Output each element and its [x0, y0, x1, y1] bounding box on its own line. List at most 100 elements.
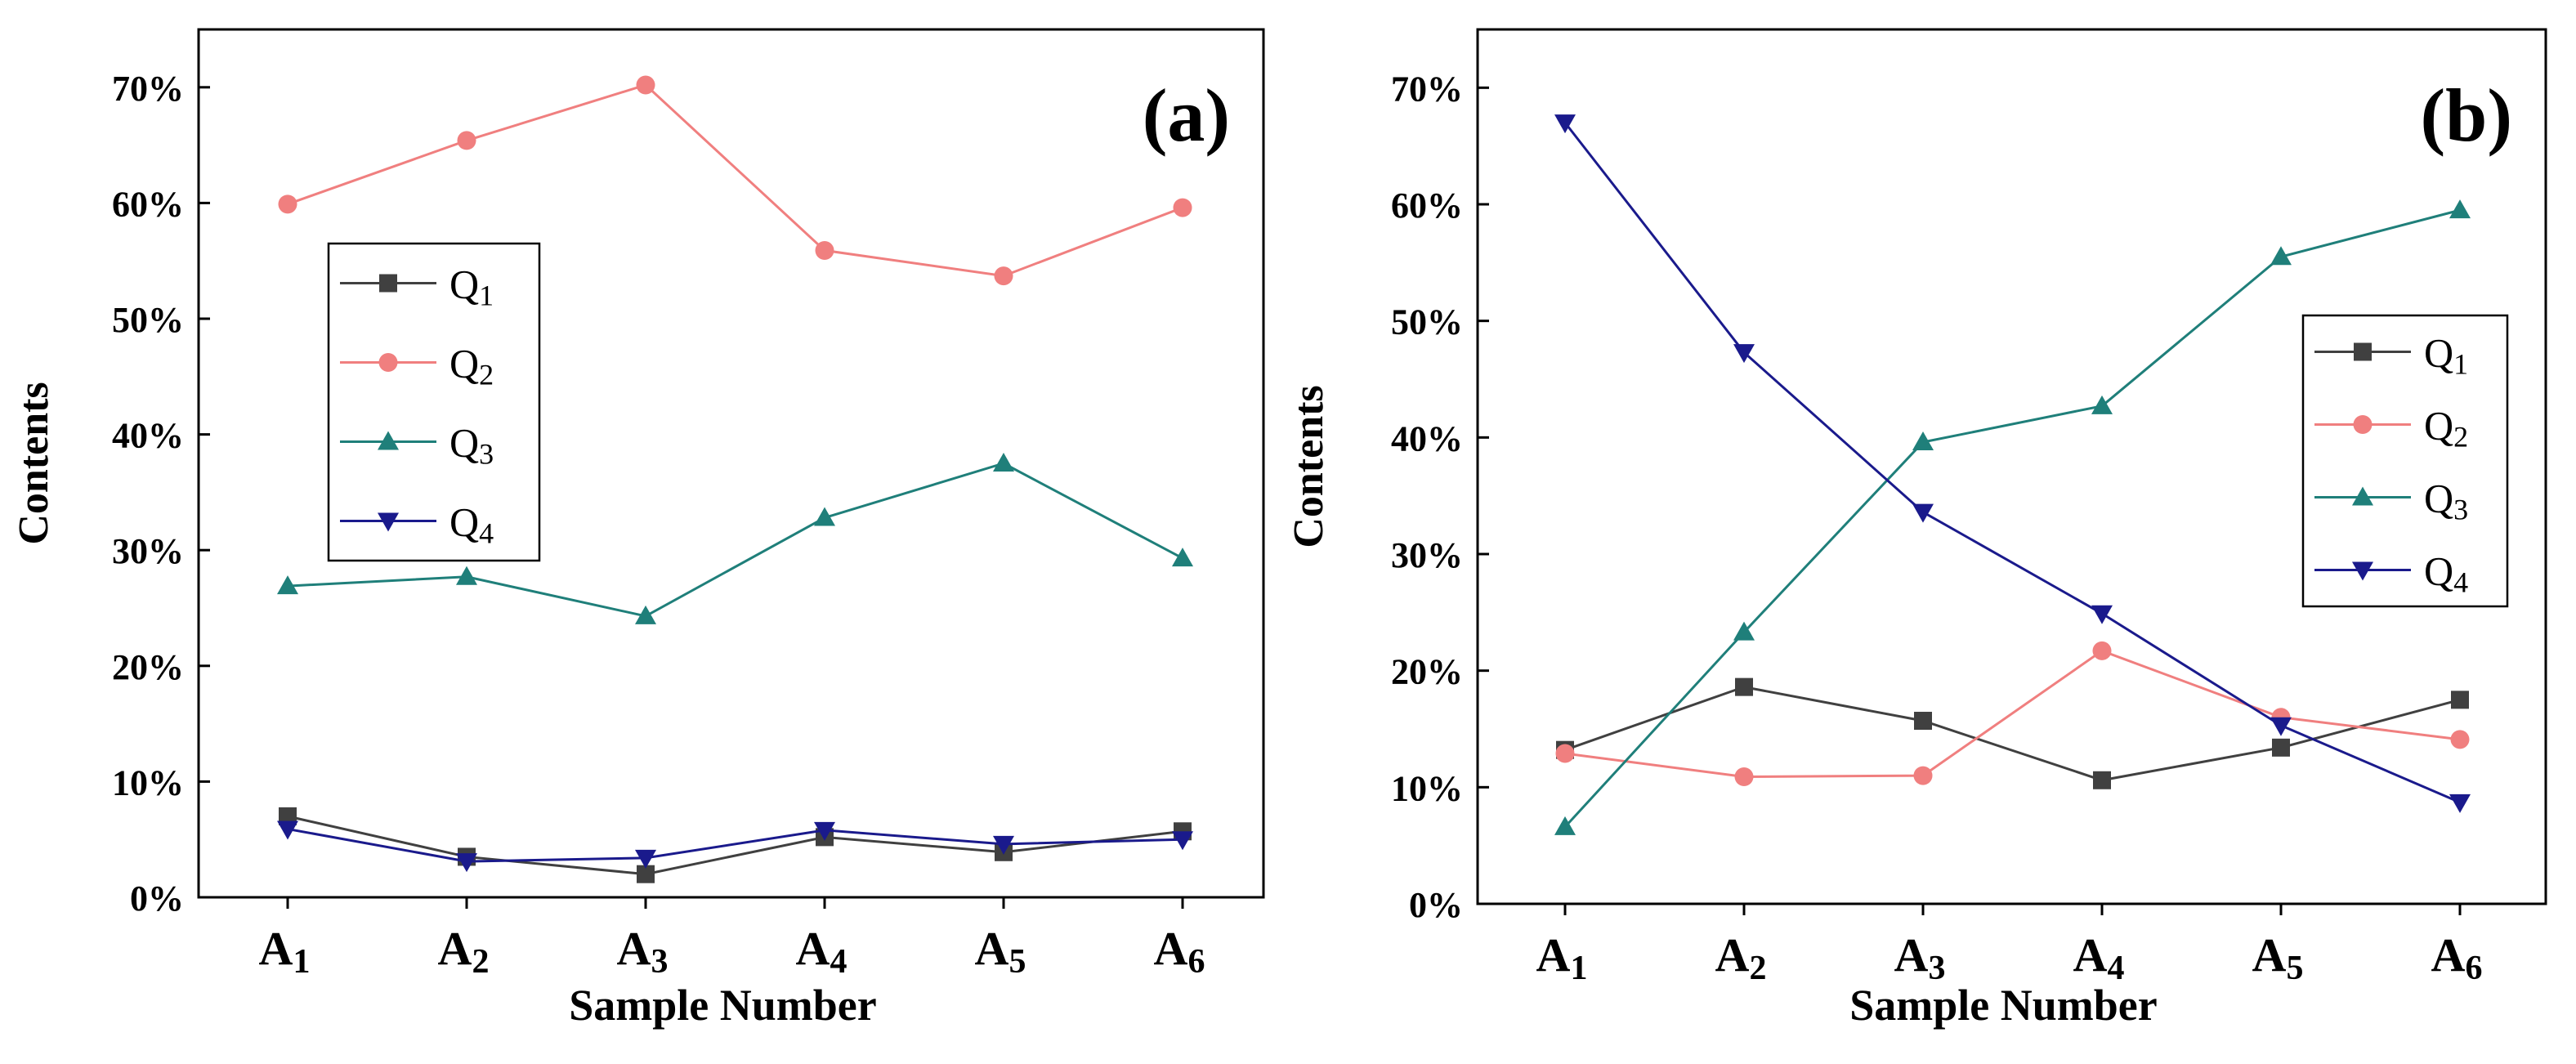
- data-point: [2092, 641, 2112, 660]
- legend-marker: [2354, 342, 2372, 361]
- data-point: [2091, 605, 2113, 624]
- y-tick-label: 40%: [1391, 418, 1463, 458]
- data-point: [1554, 816, 1576, 835]
- data-point: [2270, 717, 2292, 736]
- legend-label: Q1: [2424, 330, 2468, 381]
- legend-marker: [379, 274, 397, 293]
- x-axis-title: Sample Number: [569, 981, 877, 1030]
- data-point: [456, 566, 477, 585]
- legend-label-subscript: 1: [2453, 348, 2468, 381]
- panel-label: (b): [2421, 74, 2512, 157]
- data-point: [1172, 831, 1193, 851]
- x-tick-label: A4: [2073, 928, 2125, 987]
- series-q3: [1554, 199, 2471, 835]
- data-point: [636, 75, 655, 95]
- x-tick-label-base: A: [438, 922, 472, 975]
- y-tick-label: 50%: [1391, 302, 1463, 342]
- series-line: [287, 83, 1183, 278]
- data-point: [2451, 691, 2469, 709]
- data-point: [2450, 730, 2470, 749]
- legend-entry: Q4: [340, 499, 494, 550]
- legend-label-base: Q: [449, 262, 479, 307]
- data-point: [279, 807, 297, 825]
- y-tick-label: 0%: [130, 878, 184, 919]
- series-line: [287, 462, 1183, 618]
- data-point: [1914, 712, 1932, 731]
- legend-label: Q3: [449, 420, 494, 471]
- legend-label-base: Q: [2424, 330, 2453, 376]
- y-tick-label: 60%: [1391, 186, 1463, 226]
- data-point: [1912, 503, 1934, 523]
- y-tick-label: 30%: [112, 531, 184, 571]
- data-point: [815, 240, 834, 260]
- x-tick-label-base: A: [2431, 928, 2466, 981]
- data-point: [993, 453, 1014, 472]
- y-tick-label: 20%: [1391, 652, 1463, 692]
- data-point: [456, 853, 477, 873]
- legend-label: Q2: [2424, 403, 2468, 454]
- legend-label: Q1: [449, 262, 494, 312]
- x-tick-label: A3: [1894, 928, 1946, 987]
- series-line: [1564, 686, 2461, 782]
- y-tick-label: 50%: [112, 300, 184, 340]
- data-point: [457, 131, 476, 150]
- panel-label: (a): [1143, 74, 1230, 157]
- data-point: [1912, 431, 1934, 451]
- legend-label: Q4: [449, 499, 494, 550]
- data-point: [1554, 114, 1576, 134]
- legend-label-subscript: 3: [2453, 494, 2468, 526]
- legend-label-base: Q: [2424, 548, 2453, 594]
- series-q2: [1555, 641, 2470, 786]
- x-tick-label-subscript: 1: [1570, 950, 1587, 987]
- x-tick-label-base: A: [1154, 922, 1188, 975]
- legend-marker: [378, 431, 399, 450]
- legend-marker: [2352, 561, 2373, 581]
- data-point: [1733, 621, 1755, 641]
- y-tick-label: 0%: [1409, 885, 1463, 925]
- x-tick-label: A6: [2431, 928, 2483, 987]
- data-point: [637, 865, 655, 883]
- x-tick-label-base: A: [2073, 928, 2108, 981]
- y-tick-label: 40%: [112, 416, 184, 456]
- x-tick-label: A3: [617, 922, 669, 981]
- data-point: [1913, 766, 1933, 785]
- data-point: [994, 266, 1013, 286]
- legend-label: Q3: [2424, 476, 2468, 526]
- data-point: [993, 835, 1014, 855]
- x-tick-label-base: A: [1715, 928, 1750, 981]
- legend-label-base: Q: [449, 499, 479, 545]
- legend-label: Q4: [2424, 548, 2468, 599]
- x-tick-label-subscript: 5: [1008, 943, 1026, 981]
- legend-label-subscript: 2: [479, 359, 494, 391]
- legend-marker: [378, 512, 399, 532]
- x-tick-label-base: A: [1894, 928, 1929, 981]
- x-tick-label: A1: [1536, 928, 1588, 987]
- data-point: [1733, 344, 1755, 364]
- data-point: [1172, 548, 1193, 567]
- series-q4: [277, 820, 1193, 873]
- data-point: [2272, 738, 2290, 757]
- y-tick-label: 30%: [1391, 535, 1463, 575]
- y-axis-title: Contents: [11, 382, 57, 544]
- x-axis-title: Sample Number: [1849, 981, 2158, 1030]
- legend-label-subscript: 1: [479, 279, 494, 312]
- y-axis-title: Contents: [1286, 385, 1332, 548]
- x-tick-label-subscript: 3: [1928, 950, 1945, 987]
- data-point: [635, 849, 656, 869]
- x-tick-label-base: A: [975, 922, 1009, 975]
- x-tick-label-subscript: 6: [1187, 943, 1205, 981]
- y-tick-label: 70%: [1391, 69, 1463, 109]
- x-tick-label-subscript: 2: [1749, 950, 1766, 987]
- data-point: [2449, 199, 2471, 219]
- data-point: [1735, 677, 1753, 696]
- legend-label-subscript: 4: [2453, 566, 2468, 599]
- legend-entry: Q2: [2314, 403, 2468, 454]
- data-point: [1173, 198, 1192, 217]
- data-point: [277, 820, 298, 840]
- data-point: [814, 821, 835, 841]
- x-tick-label-subscript: 5: [2286, 950, 2303, 987]
- series-line: [1564, 649, 2461, 778]
- legend-entry: Q2: [340, 341, 494, 391]
- x-tick-label-base: A: [617, 922, 651, 975]
